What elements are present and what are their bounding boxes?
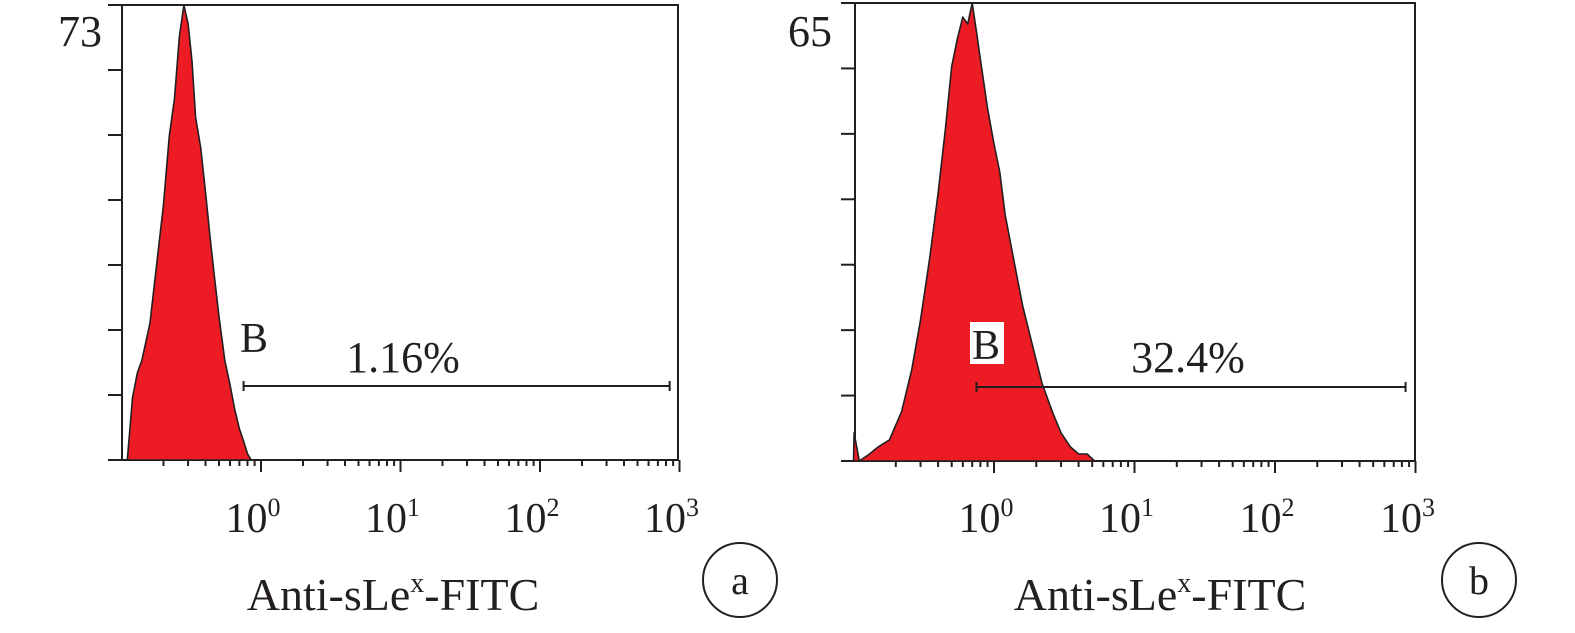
x-axis-label-sup-a: x <box>410 568 424 599</box>
histogram-b <box>852 2 1096 462</box>
x-tick-base: 10 <box>1099 496 1141 542</box>
x-tick-exponent: 0 <box>1001 493 1014 522</box>
x-tick-exponent: 2 <box>1282 493 1295 522</box>
x-axis-ticks-a <box>162 460 681 472</box>
gate-label-b: B <box>972 323 1000 369</box>
x-tick-label: 102 <box>1240 493 1295 542</box>
x-tick-label: 103 <box>1380 493 1435 542</box>
x-tick-base: 10 <box>226 496 268 542</box>
x-tick-base: 10 <box>505 496 547 542</box>
panel-letter-a: a <box>731 558 749 603</box>
x-tick-labels-b: 100 101 102 103 <box>959 493 1436 542</box>
x-tick-exponent: 1 <box>407 493 420 522</box>
x-axis-label-a: Anti-sLex-FITC <box>247 568 540 620</box>
x-tick-exponent: 2 <box>547 493 560 522</box>
x-tick-base: 10 <box>1380 496 1422 542</box>
x-tick-base: 10 <box>644 496 686 542</box>
x-axis-label-main-a: Anti-sLe <box>247 569 411 620</box>
x-axis-label-suffix-a: -FITC <box>424 569 539 620</box>
x-tick-label: 100 <box>959 493 1014 542</box>
panel-letter-b: b <box>1469 558 1489 603</box>
x-tick-label: 101 <box>365 493 420 542</box>
y-max-label-b: 65 <box>788 7 832 56</box>
gate-label-bg-b <box>970 322 1004 364</box>
x-axis-label-main-b: Anti-sLe <box>1014 569 1178 620</box>
gate-label-a: B <box>240 316 268 362</box>
gate-percent-a: 1.16% <box>346 333 460 382</box>
x-axis-ticks-b <box>894 461 1417 473</box>
panel-b: 65 B 32.4% 100 101 102 103 Anti-sLex-FITC b <box>788 2 1517 620</box>
x-tick-exponent: 1 <box>1141 493 1154 522</box>
panel-badge-circle-a <box>702 542 778 618</box>
panel-a: 73 B 1.16% 100 101 102 103 Anti-sLex-FITC a <box>58 4 778 620</box>
x-tick-labels-a: 100 101 102 103 <box>226 493 700 542</box>
x-tick-exponent: 0 <box>268 493 281 522</box>
x-tick-label: 100 <box>226 493 281 542</box>
x-axis-label-suffix-b: -FITC <box>1191 569 1306 620</box>
y-axis-ticks-a <box>108 4 122 461</box>
x-tick-exponent: 3 <box>686 493 699 522</box>
x-axis-label-b: Anti-sLex-FITC <box>1014 568 1307 620</box>
gate-percent-b: 32.4% <box>1131 333 1245 382</box>
histogram-a <box>126 4 252 461</box>
x-tick-label: 103 <box>644 493 699 542</box>
x-tick-label: 101 <box>1099 493 1154 542</box>
y-max-label-a: 73 <box>58 7 102 56</box>
panel-badge-circle-b <box>1441 542 1517 618</box>
x-tick-exponent: 3 <box>1422 493 1435 522</box>
x-axis-label-sup-b: x <box>1177 568 1191 599</box>
x-tick-base: 10 <box>1240 496 1282 542</box>
x-tick-base: 10 <box>959 496 1001 542</box>
x-tick-label: 102 <box>505 493 560 542</box>
y-axis-ticks-b <box>841 2 855 462</box>
x-tick-base: 10 <box>365 496 407 542</box>
